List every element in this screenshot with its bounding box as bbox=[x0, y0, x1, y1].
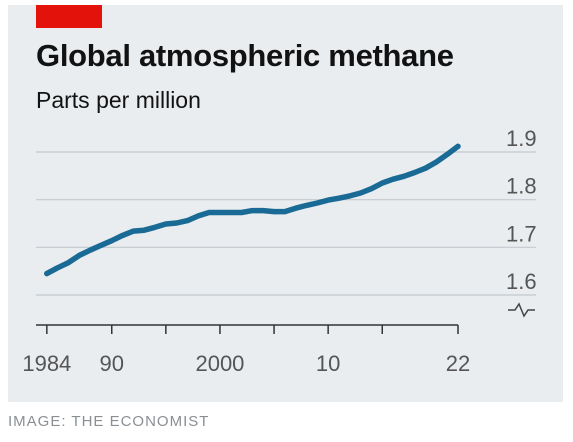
y-tick-label: 1.9 bbox=[506, 126, 537, 151]
y-tick-label: 1.6 bbox=[506, 269, 537, 294]
y-tick-label: 1.7 bbox=[506, 221, 537, 246]
x-tick-label: 22 bbox=[446, 351, 470, 376]
chart-plot: 1.6 1.7 1.8 1.9 1984 90 2000 10 22 bbox=[22, 126, 537, 376]
brand-red-bar bbox=[36, 5, 102, 28]
image-credit: IMAGE: THE ECONOMIST bbox=[8, 413, 210, 430]
chart-subtitle: Parts per million bbox=[36, 87, 201, 113]
chart-title: Global atmospheric methane bbox=[36, 38, 454, 73]
x-tick-label: 2000 bbox=[195, 351, 244, 376]
chart-card: Global atmospheric methane Parts per mil… bbox=[8, 5, 563, 402]
x-tick-label: 90 bbox=[100, 351, 124, 376]
x-tick-label: 1984 bbox=[22, 351, 71, 376]
x-tick-label: 10 bbox=[316, 351, 340, 376]
methane-series-line bbox=[44, 143, 461, 277]
y-tick-label: 1.8 bbox=[506, 174, 537, 199]
axis-break-symbol bbox=[508, 302, 535, 318]
